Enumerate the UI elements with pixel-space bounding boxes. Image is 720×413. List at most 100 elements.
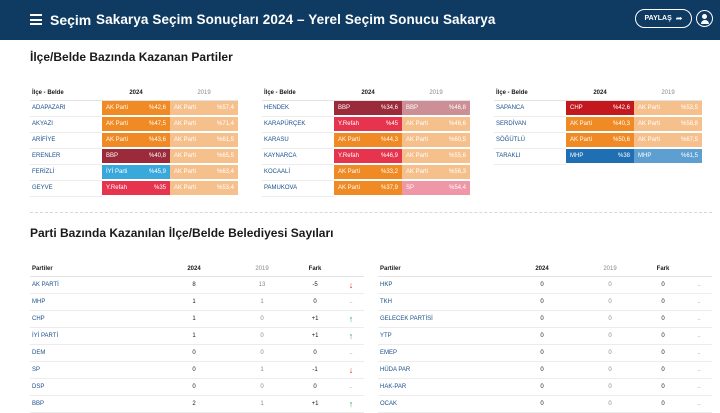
party-name[interactable]: TKH <box>378 293 504 311</box>
party-name[interactable]: YTP <box>378 327 504 345</box>
party-name: Y.Refah <box>106 184 127 191</box>
table-row[interactable]: HKP 0 0 0.. <box>378 276 712 294</box>
ilce-name[interactable]: KOCAALİ <box>262 164 334 181</box>
vote-percent: %45 <box>385 120 398 127</box>
party-name[interactable]: HÜDA PAR <box>378 361 504 379</box>
table-row[interactable]: ARİFİYE AK Parti %43,6 AK Parti %61,5 <box>30 132 238 149</box>
table-row[interactable]: KAYNARCA Y.Refah %46,9 AK Parti %55,6 <box>262 148 470 165</box>
party-name: AK Parti <box>174 168 197 175</box>
table-row[interactable]: EMEP 0 0 0.. <box>378 344 712 362</box>
table-row[interactable]: CHP 1 0 +1 ↑ <box>30 310 364 328</box>
table-row[interactable]: İYİ PARTİ 1 0 +1 ↑ <box>30 327 364 345</box>
hamburger-menu-icon[interactable] <box>30 14 42 25</box>
ilce-name[interactable]: GEYVE <box>30 180 102 197</box>
ilce-name[interactable]: ERENLER <box>30 148 102 165</box>
user-account-button[interactable] <box>696 10 713 27</box>
table-row[interactable]: HÜDA PAR 0 0 0.. <box>378 361 712 379</box>
table-row[interactable]: OCAK 0 0 0.. <box>378 395 712 413</box>
table-row[interactable]: DSP 0 0 0.. <box>30 378 364 396</box>
column-header-2019: 2019 <box>232 262 292 277</box>
party-name[interactable]: HKP <box>378 276 504 294</box>
table-row[interactable]: GEYVE Y.Refah %35 AK Parti %53,4 <box>30 180 238 197</box>
party-name[interactable]: İYİ PARTİ <box>30 327 156 345</box>
count-2024: 8 <box>156 276 232 294</box>
party-name[interactable]: CHP <box>30 310 156 328</box>
table-row[interactable]: SERDİVAN AK Parti %40,3 AK Parti %58,8 <box>494 116 702 133</box>
table-row[interactable]: KARAPÜRÇEK Y.Refah %45 AK Parti %46,6 <box>262 116 470 133</box>
ilce-name[interactable]: FERİZLİ <box>30 164 102 181</box>
table-row[interactable]: AKYAZI AK Parti %47,5 AK Parti %71,4 <box>30 116 238 133</box>
count-2019: 0 <box>232 327 292 345</box>
ilce-name[interactable]: AKYAZI <box>30 116 102 133</box>
party-name: AK Parti <box>174 184 197 191</box>
vote-percent: %61,5 <box>216 136 234 143</box>
ilce-name[interactable]: KAYNARCA <box>262 148 334 165</box>
difference: 0 <box>640 276 686 294</box>
ilce-name[interactable]: ADAPAZARI <box>30 100 102 117</box>
table-row[interactable]: SÖĞÜTLÜ AK Parti %50,6 AK Parti %67,5 <box>494 132 702 149</box>
party-name[interactable]: SP <box>30 361 156 379</box>
table-row[interactable]: TARAKLI MHP %38 MHP %61,5 <box>494 148 702 165</box>
party-name[interactable]: EMEP <box>378 344 504 362</box>
table-row[interactable]: HAK-PAR 0 0 0.. <box>378 378 712 396</box>
party-name[interactable]: MHP <box>30 293 156 311</box>
ilce-name[interactable]: TARAKLI <box>494 148 566 165</box>
vote-percent: %71,4 <box>216 120 234 127</box>
table-row[interactable]: ERENLER BBP %40,8 AK Parti %65,5 <box>30 148 238 165</box>
result-2019-cell: AK Parti %65,5 <box>170 148 238 164</box>
table-row[interactable]: TKH 0 0 0.. <box>378 293 712 311</box>
no-change-icon: .. <box>697 383 701 390</box>
table-row[interactable]: YTP 0 0 0.. <box>378 327 712 345</box>
table-header-row: İlçe - Belde 2024 2019 <box>494 86 702 101</box>
table-row[interactable]: KOCAALİ AK Parti %33,2 AK Parti %56,3 <box>262 164 470 181</box>
table-row[interactable]: DEM 0 0 0.. <box>30 344 364 362</box>
ilce-name[interactable]: SÖĞÜTLÜ <box>494 132 566 149</box>
party-name[interactable]: GELECEK PARTİSİ <box>378 310 504 328</box>
party-name: AK Parti <box>174 120 197 127</box>
share-button[interactable]: PAYLAŞ ➦ <box>635 9 692 28</box>
arrow-down-icon: ↓ <box>348 279 354 290</box>
result-2019-cell: BBP %46,8 <box>402 100 470 116</box>
party-name[interactable]: OCAK <box>378 395 504 413</box>
table-row[interactable]: SAPANCA CHP %42,6 AK Parti %53,5 <box>494 100 702 117</box>
brand-logo[interactable]: Seçim <box>50 12 92 28</box>
party-name[interactable]: BBP <box>30 395 156 413</box>
table-row[interactable]: FERİZLİ İYİ Parti %45,9 AK Parti %63,4 <box>30 164 238 181</box>
ilce-name[interactable]: HENDEK <box>262 100 334 117</box>
result-2019-cell: AK Parti %63,4 <box>170 164 238 180</box>
table-row[interactable]: PAMUKOVA AK Parti %37,9 SP %54,4 <box>262 180 470 197</box>
table-row[interactable]: HENDEK BBP %34,6 BBP %46,8 <box>262 100 470 117</box>
table-row[interactable]: BBP 2 1 +1 ↑ <box>30 395 364 413</box>
ilce-name[interactable]: KARAPÜRÇEK <box>262 116 334 133</box>
result-2019-cell: MHP %61,5 <box>634 148 702 164</box>
column-header-2019: 2019 <box>170 86 238 101</box>
party-name[interactable]: HAK-PAR <box>378 378 504 396</box>
table-row[interactable]: MHP 1 1 0.. <box>30 293 364 311</box>
table-header-row: İlçe - Belde 2024 2019 <box>262 86 470 101</box>
party-name[interactable]: AK PARTİ <box>30 276 156 294</box>
ilce-name[interactable]: PAMUKOVA <box>262 180 334 197</box>
result-2024-cell: Y.Refah %35 <box>102 180 170 196</box>
vote-percent: %47,5 <box>148 120 166 127</box>
table-row[interactable]: GELECEK PARTİSİ 0 0 0.. <box>378 310 712 328</box>
no-change-icon: .. <box>349 383 353 390</box>
count-2024: 0 <box>504 344 580 362</box>
table-row[interactable]: ADAPAZARI AK Parti %42,6 AK Parti %57,4 <box>30 100 238 117</box>
column-header-fark: Fark <box>292 262 338 277</box>
difference: +1 <box>292 310 338 328</box>
party-name[interactable]: DEM <box>30 344 156 362</box>
ilce-name[interactable]: SAPANCA <box>494 100 566 117</box>
result-2024-cell: CHP %42,6 <box>566 100 634 116</box>
result-2019-cell: AK Parti %67,5 <box>634 132 702 148</box>
party-name[interactable]: DSP <box>30 378 156 396</box>
count-2024: 0 <box>504 378 580 396</box>
party-name: AK Parti <box>106 120 129 127</box>
no-change-icon: .. <box>697 281 701 288</box>
table-row[interactable]: KARASU AK Parti %44,3 AK Parti %60,5 <box>262 132 470 149</box>
ilce-name[interactable]: ARİFİYE <box>30 132 102 149</box>
ilce-name[interactable]: SERDİVAN <box>494 116 566 133</box>
ilce-name[interactable]: KARASU <box>262 132 334 149</box>
table-row[interactable]: SP 0 1 -1 ↓ <box>30 361 364 379</box>
table-row[interactable]: AK PARTİ 8 13 -5 ↓ <box>30 276 364 294</box>
result-2024-cell: İYİ Parti %45,9 <box>102 164 170 180</box>
